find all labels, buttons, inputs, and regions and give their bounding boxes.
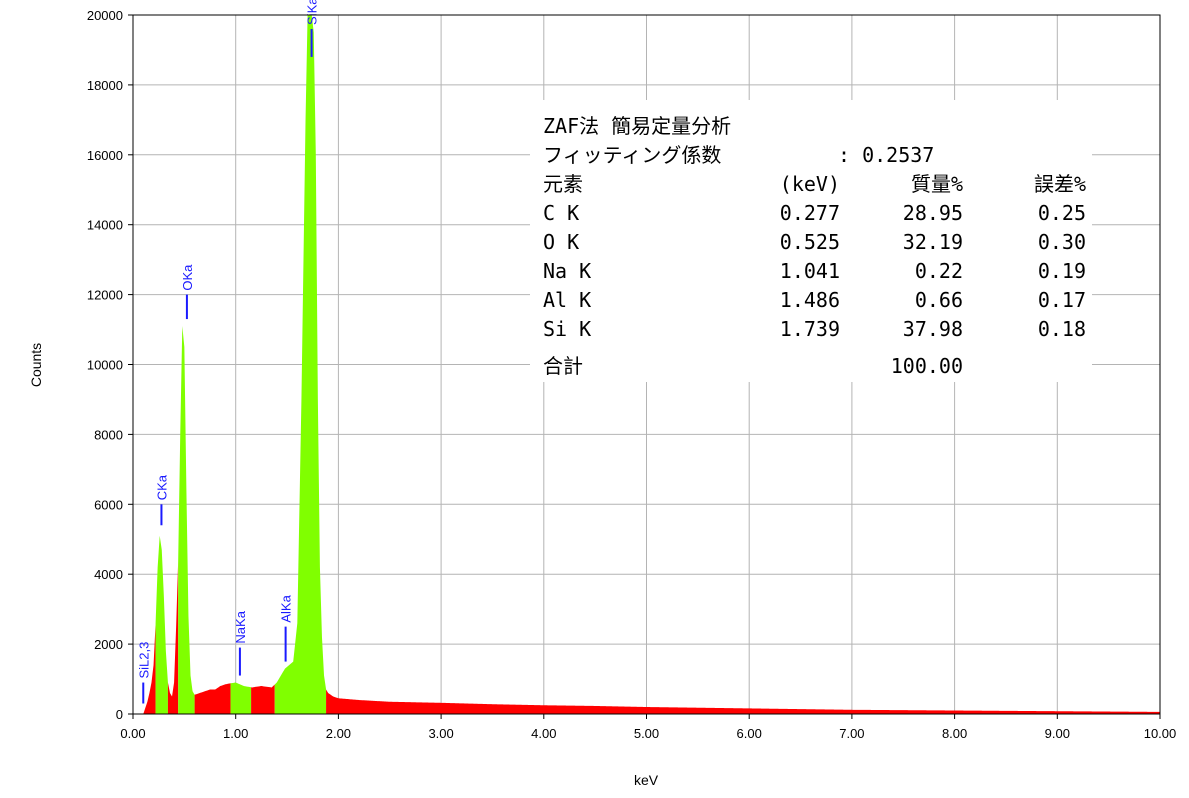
results-title: ZAF法 簡易定量分析 — [543, 114, 731, 138]
row-mass: 0.66 — [915, 288, 963, 312]
y-tick-label: 6000 — [94, 497, 123, 512]
row-kev: 1.041 — [780, 259, 840, 283]
y-tick-label: 8000 — [94, 427, 123, 442]
results-panel-bg — [530, 100, 1092, 382]
y-tick-label: 2000 — [94, 637, 123, 652]
spectrum-peak-region — [155, 535, 168, 714]
total-value: 100.00 — [891, 354, 963, 378]
row-error: 0.30 — [1038, 230, 1086, 254]
total-label: 合計 — [543, 354, 583, 378]
row-mass: 28.95 — [903, 201, 963, 225]
x-tick-label: 3.00 — [428, 726, 453, 741]
row-element: Al K — [543, 288, 591, 312]
row-element: O K — [543, 230, 579, 254]
header-kev: (keV) — [780, 172, 840, 196]
row-mass: 37.98 — [903, 317, 963, 341]
x-tick-label: 4.00 — [531, 726, 556, 741]
row-element: Si K — [543, 317, 591, 341]
row-kev: 1.486 — [780, 288, 840, 312]
fitting-value: : 0.2537 — [838, 143, 934, 167]
spectrum-background-region — [251, 684, 275, 714]
x-tick-label: 0.00 — [120, 726, 145, 741]
row-kev: 1.739 — [780, 317, 840, 341]
row-error: 0.19 — [1038, 259, 1086, 283]
y-tick-label: 20000 — [87, 8, 123, 23]
results-panel: ZAF法 簡易定量分析 フィッティング係数 : 0.2537 元素 (keV) … — [530, 100, 1092, 382]
y-tick-label: 18000 — [87, 78, 123, 93]
row-kev: 0.277 — [780, 201, 840, 225]
peak-label: NaKa — [233, 610, 248, 643]
header-element: 元素 — [543, 172, 583, 196]
y-axis-label: Counts — [28, 343, 44, 387]
x-tick-label: 2.00 — [326, 726, 351, 741]
spectrum-area — [143, 15, 1160, 714]
header-error: 誤差% — [1034, 172, 1086, 196]
row-element: C K — [543, 201, 579, 225]
peak-label: OKa — [180, 264, 195, 291]
spectrum-background-region — [143, 623, 156, 714]
spectrum-peak-region — [178, 326, 195, 714]
y-tick-label: 4000 — [94, 567, 123, 582]
peak-label: AlKa — [279, 594, 294, 622]
y-tick-label: 16000 — [87, 148, 123, 163]
y-tick-label: 12000 — [87, 288, 123, 303]
spectrum-background-region — [167, 560, 179, 714]
x-tick-label: 8.00 — [942, 726, 967, 741]
y-tick-label: 0 — [116, 707, 123, 722]
x-tick-label: 1.00 — [223, 726, 248, 741]
y-tick-label: 14000 — [87, 218, 123, 233]
x-tick-label: 10.00 — [1144, 726, 1177, 741]
row-kev: 0.525 — [780, 230, 840, 254]
row-mass: 0.22 — [915, 259, 963, 283]
row-error: 0.18 — [1038, 317, 1086, 341]
x-tick-label: 9.00 — [1045, 726, 1070, 741]
row-error: 0.25 — [1038, 201, 1086, 225]
spectrum-background-region — [326, 689, 1160, 714]
x-tick-label: 5.00 — [634, 726, 659, 741]
x-tick-label: 6.00 — [737, 726, 762, 741]
axes: 0.00 1.00 2.00 3.00 4.00 5.00 6.00 7.00 8.00 9.00… — [87, 8, 1176, 741]
spectrum-peak-region — [230, 682, 252, 714]
peak-label: SiL2,3 — [136, 642, 151, 679]
peak-label: SiKa — [305, 0, 320, 25]
header-mass: 質量% — [911, 172, 963, 196]
y-tick-label: 10000 — [87, 358, 123, 373]
spectrum-peak-region — [274, 15, 327, 714]
row-error: 0.17 — [1038, 288, 1086, 312]
peak-markers: SiL2,3 CKa OKa NaKa AlKa SiKa — [136, 0, 320, 704]
peak-label: CKa — [154, 474, 169, 500]
x-axis-label: keV — [634, 772, 659, 788]
spectrum-background-region — [194, 683, 231, 714]
row-mass: 32.19 — [903, 230, 963, 254]
row-element: Na K — [543, 259, 591, 283]
fitting-label: フィッティング係数 — [543, 143, 721, 167]
x-tick-label: 7.00 — [839, 726, 864, 741]
